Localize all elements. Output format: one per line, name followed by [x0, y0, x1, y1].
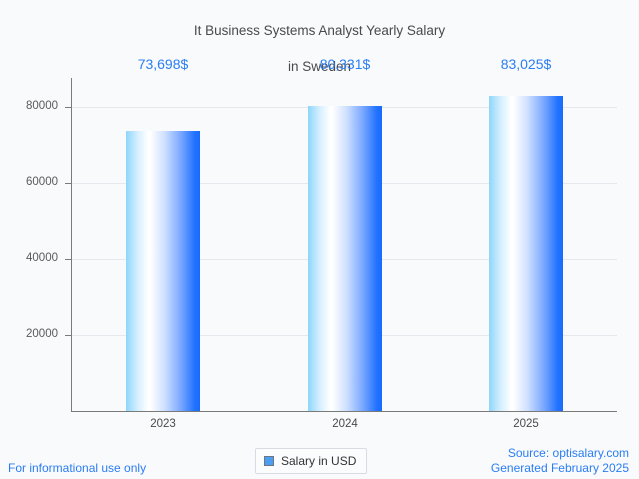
x-axis-category-label: 2023 — [150, 418, 176, 430]
y-axis-tick — [65, 183, 72, 184]
bar[interactable] — [489, 96, 563, 411]
footer-disclaimer: For informational use only — [8, 461, 147, 475]
y-axis-tick-label: 40000 — [26, 252, 58, 264]
bar[interactable] — [308, 106, 382, 411]
bar-value-label: 80,331$ — [319, 56, 371, 72]
footer-generated: Generated February 2025 — [490, 461, 629, 475]
chart-legend[interactable]: Salary in USD — [255, 448, 368, 474]
y-axis-tick-label: 60000 — [26, 176, 58, 188]
footer-source-block: Source: optisalary.com Generated Februar… — [491, 446, 629, 476]
y-axis-tick-label: 20000 — [26, 328, 58, 340]
chart-title-line-2: in Sweden — [287, 59, 352, 74]
y-axis-tick — [65, 107, 72, 108]
legend-item-label: Salary in USD — [281, 454, 357, 468]
chart-title: It Business Systems Analyst Yearly Salar… — [0, 4, 639, 94]
x-axis-category-label: 2025 — [513, 418, 539, 430]
footer-source: Source: optisalary.com — [507, 446, 629, 460]
bar[interactable] — [126, 131, 200, 411]
y-axis-tick-label: 80000 — [26, 100, 58, 112]
y-axis-tick — [65, 335, 72, 336]
x-axis-line — [71, 411, 617, 412]
x-axis-category-label: 2024 — [332, 418, 358, 430]
bar-value-label: 83,025$ — [500, 56, 552, 72]
legend-swatch-icon — [264, 456, 274, 466]
bar-value-label: 73,698$ — [137, 56, 189, 72]
bars-layer — [72, 78, 617, 411]
y-axis-tick — [65, 259, 72, 260]
chart-title-line-1: It Business Systems Analyst Yearly Salar… — [193, 23, 446, 38]
y-axis-line — [71, 78, 72, 412]
